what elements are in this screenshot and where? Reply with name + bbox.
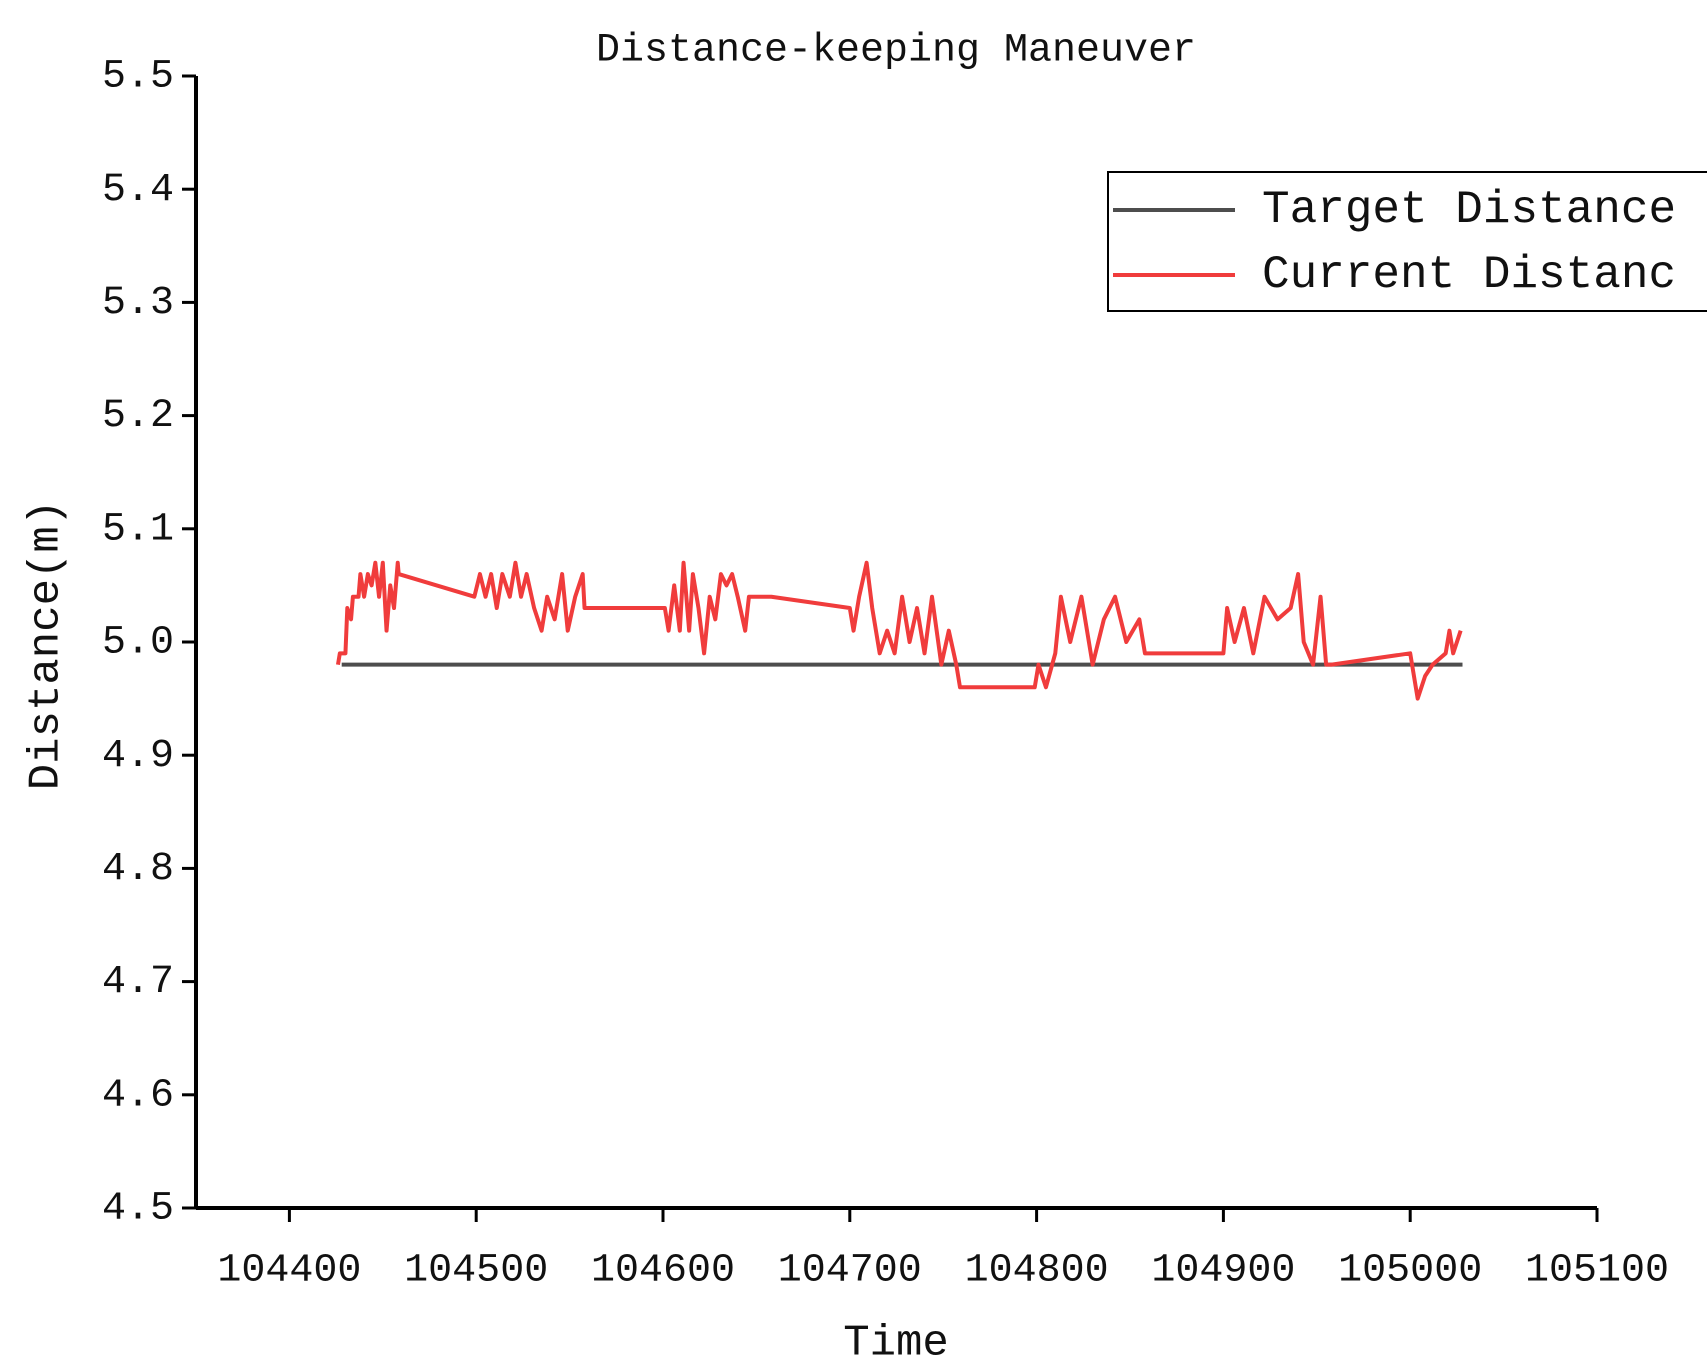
x-tick-label: 104700 xyxy=(778,1249,922,1294)
legend-label: Target Distance xyxy=(1262,184,1676,236)
y-tick-label: 4.7 xyxy=(102,960,174,1005)
line xyxy=(335,560,1463,701)
x-tick-label: 104400 xyxy=(217,1249,361,1294)
y-tick-label: 5.5 xyxy=(102,55,174,100)
legend xyxy=(1107,171,1707,312)
y-tick-label: 5.0 xyxy=(102,621,174,666)
y-axis-label: Distance(m) xyxy=(22,500,72,790)
x-tick-label: 104800 xyxy=(965,1249,1109,1294)
x-axis-label: Time xyxy=(843,1319,949,1363)
x-tick-label: 104900 xyxy=(1151,1249,1295,1294)
x-tick-label: 105000 xyxy=(1338,1249,1482,1294)
y-tick-label: 4.8 xyxy=(102,847,174,892)
legend-label: Current Distanc xyxy=(1262,249,1676,301)
y-tick-label: 5.4 xyxy=(102,168,174,213)
y-tick-label: 4.5 xyxy=(102,1187,174,1232)
y-tick-label: 5.3 xyxy=(102,281,174,326)
x-tick-label: 105100 xyxy=(1525,1249,1669,1294)
x-tick-label: 104500 xyxy=(404,1249,548,1294)
chart-title: Distance-keeping Maneuver xyxy=(596,29,1196,74)
y-tick-label: 4.6 xyxy=(102,1073,174,1118)
y-tick-label: 4.9 xyxy=(102,734,174,779)
x-tick-label: 104600 xyxy=(591,1249,735,1294)
y-tick-label: 5.2 xyxy=(102,394,174,439)
y-tick-label: 5.1 xyxy=(102,507,174,552)
